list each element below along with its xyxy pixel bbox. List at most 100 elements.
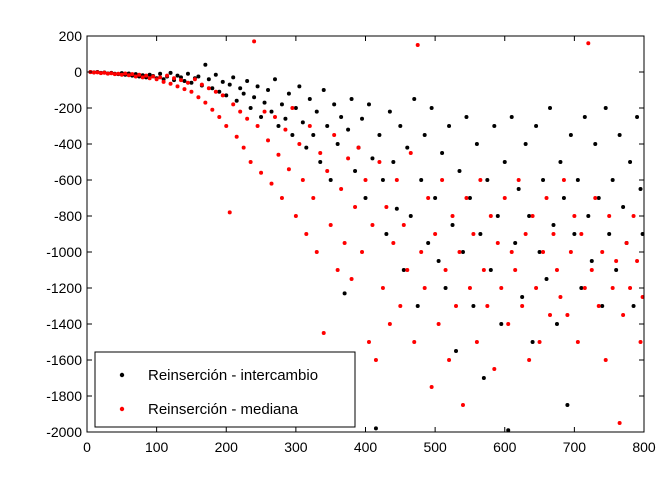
point-intercambio-29 <box>189 80 194 85</box>
point-mediana-104 <box>450 214 455 218</box>
point-mediana-13 <box>133 74 138 79</box>
y-tick-label--1800: -1800 <box>46 388 82 404</box>
point-mediana-17 <box>147 76 152 81</box>
point-intercambio-57 <box>286 91 291 96</box>
point-intercambio-107 <box>460 250 465 254</box>
x-axis: 0 100 200 300 400 500 600 700 800 <box>83 36 656 455</box>
point-mediana-80 <box>366 340 371 344</box>
point-intercambio-141 <box>579 286 584 290</box>
point-intercambio-93 <box>412 97 417 101</box>
point-intercambio-120 <box>506 428 511 433</box>
point-mediana-156 <box>631 214 636 218</box>
x-tick-label-200: 200 <box>215 439 239 455</box>
point-intercambio-42 <box>234 98 239 103</box>
point-intercambio-61 <box>300 120 305 125</box>
point-intercambio-74 <box>346 127 351 132</box>
legend-label-intercambio: Reinserción - intercambio <box>148 367 318 384</box>
point-mediana-105 <box>454 304 459 308</box>
point-mediana-51 <box>266 138 271 143</box>
x-tick-label-400: 400 <box>354 439 378 455</box>
point-mediana-155 <box>628 286 633 290</box>
point-intercambio-95 <box>419 178 424 182</box>
point-intercambio-158 <box>638 187 643 191</box>
x-tick-label-300: 300 <box>284 439 308 455</box>
point-intercambio-37 <box>217 89 222 94</box>
y-tick-label--1600: -1600 <box>46 352 82 368</box>
point-intercambio-25 <box>175 73 180 78</box>
point-mediana-74 <box>346 156 351 161</box>
point-mediana-5 <box>105 71 110 76</box>
y-tick-label--200: -200 <box>54 100 82 116</box>
point-intercambio-85 <box>384 232 389 236</box>
point-mediana-31 <box>196 95 201 100</box>
point-intercambio-66 <box>318 160 323 164</box>
point-mediana-88 <box>394 178 399 182</box>
point-intercambio-69 <box>328 178 333 182</box>
point-mediana-32 <box>199 82 204 87</box>
point-intercambio-91 <box>405 145 410 150</box>
point-intercambio-72 <box>339 115 344 119</box>
point-intercambio-17 <box>147 72 152 77</box>
point-mediana-60 <box>297 142 302 146</box>
point-intercambio-157 <box>635 115 640 119</box>
x-tick-label-800: 800 <box>632 439 656 455</box>
point-mediana-67 <box>321 331 326 335</box>
point-intercambio-122 <box>513 241 518 245</box>
point-intercambio-137 <box>565 403 570 407</box>
point-mediana-149 <box>607 214 612 218</box>
point-mediana-12 <box>130 72 135 77</box>
point-intercambio-81 <box>370 156 375 161</box>
point-mediana-128 <box>534 286 539 290</box>
point-mediana-117 <box>495 241 500 245</box>
point-intercambio-153 <box>621 205 626 209</box>
point-intercambio-67 <box>321 88 326 92</box>
point-mediana-47 <box>252 39 257 44</box>
point-mediana-66 <box>318 151 323 155</box>
point-intercambio-150 <box>610 178 615 182</box>
point-mediana-29 <box>189 89 194 94</box>
point-intercambio-135 <box>558 160 563 164</box>
point-intercambio-102 <box>443 286 448 290</box>
point-intercambio-142 <box>582 115 587 119</box>
point-mediana-58 <box>290 106 295 110</box>
point-mediana-148 <box>603 358 608 362</box>
point-mediana-139 <box>572 214 577 218</box>
point-intercambio-133 <box>551 223 556 227</box>
point-intercambio-118 <box>499 322 504 326</box>
point-mediana-52 <box>269 181 274 186</box>
point-intercambio-84 <box>380 178 385 182</box>
point-intercambio-109 <box>467 196 472 200</box>
point-mediana-89 <box>398 304 403 308</box>
point-intercambio-31 <box>196 74 201 79</box>
point-mediana-153 <box>621 313 626 317</box>
point-mediana-27 <box>182 87 187 92</box>
point-mediana-48 <box>255 124 260 128</box>
y-tick-label--800: -800 <box>54 208 82 224</box>
point-mediana-103 <box>447 358 452 362</box>
y-tick-label--1000: -1000 <box>46 244 82 260</box>
point-mediana-106 <box>457 250 462 254</box>
point-intercambio-89 <box>398 124 403 128</box>
y-tick-label--2000: -2000 <box>46 424 82 440</box>
point-mediana-54 <box>276 152 281 157</box>
point-intercambio-60 <box>297 84 302 89</box>
point-intercambio-112 <box>478 232 483 236</box>
point-mediana-113 <box>481 268 486 272</box>
point-mediana-72 <box>339 187 344 191</box>
point-intercambio-27 <box>182 79 187 83</box>
point-mediana-34 <box>206 86 211 91</box>
point-intercambio-130 <box>541 178 546 182</box>
point-mediana-56 <box>283 127 288 132</box>
point-intercambio-48 <box>255 84 260 89</box>
point-mediana-82 <box>373 358 378 362</box>
point-intercambio-108 <box>464 115 469 119</box>
point-mediana-137 <box>565 313 570 317</box>
point-intercambio-127 <box>530 340 535 344</box>
point-intercambio-129 <box>537 250 542 254</box>
point-mediana-22 <box>165 73 170 78</box>
point-mediana-100 <box>436 322 441 326</box>
point-intercambio-80 <box>366 102 371 107</box>
point-mediana-3 <box>98 71 103 76</box>
point-mediana-15 <box>140 75 145 80</box>
point-intercambio-139 <box>572 232 577 236</box>
